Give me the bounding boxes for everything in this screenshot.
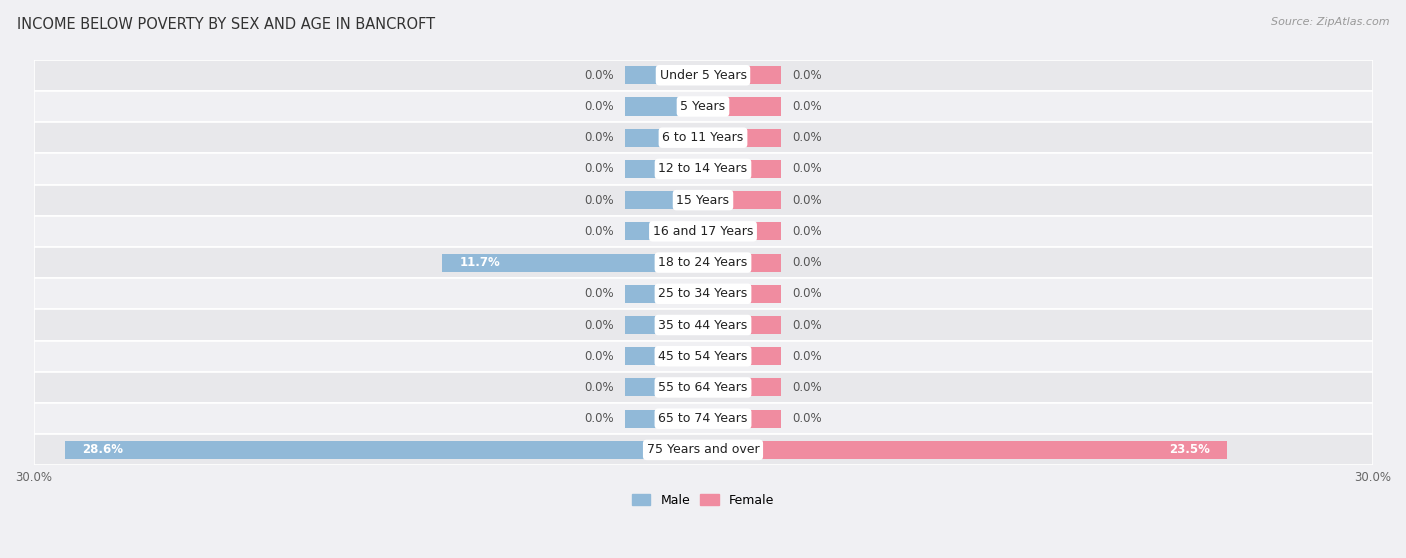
Text: 15 Years: 15 Years	[676, 194, 730, 206]
Bar	[34, 434, 1372, 465]
Text: 0.0%: 0.0%	[792, 225, 823, 238]
Text: 28.6%: 28.6%	[83, 444, 124, 456]
Text: 0.0%: 0.0%	[792, 194, 823, 206]
Text: Under 5 Years: Under 5 Years	[659, 69, 747, 82]
Bar	[34, 216, 1372, 247]
Text: 0.0%: 0.0%	[583, 131, 614, 144]
Text: 0.0%: 0.0%	[792, 69, 823, 82]
Text: Source: ZipAtlas.com: Source: ZipAtlas.com	[1271, 17, 1389, 27]
Bar	[34, 309, 1372, 340]
Text: 0.0%: 0.0%	[792, 412, 823, 425]
Text: 35 to 44 Years: 35 to 44 Years	[658, 319, 748, 331]
Bar	[703, 347, 782, 365]
Text: 0.0%: 0.0%	[792, 162, 823, 175]
Bar	[624, 378, 703, 397]
Bar	[624, 160, 703, 178]
Text: 0.0%: 0.0%	[583, 287, 614, 300]
Text: 65 to 74 Years: 65 to 74 Years	[658, 412, 748, 425]
Bar	[34, 185, 1372, 216]
Bar	[624, 410, 703, 428]
Bar	[703, 129, 782, 147]
Bar	[703, 66, 782, 84]
Bar	[624, 347, 703, 365]
Text: 0.0%: 0.0%	[792, 287, 823, 300]
Text: 0.0%: 0.0%	[792, 100, 823, 113]
Bar	[624, 66, 703, 84]
Text: 16 and 17 Years: 16 and 17 Years	[652, 225, 754, 238]
Bar	[703, 285, 782, 303]
Bar	[34, 247, 1372, 278]
Bar	[624, 222, 703, 240]
Bar	[703, 410, 782, 428]
Text: 0.0%: 0.0%	[583, 225, 614, 238]
Text: 0.0%: 0.0%	[583, 100, 614, 113]
Bar	[624, 285, 703, 303]
Bar	[34, 340, 1372, 372]
Bar	[703, 378, 782, 397]
Text: 0.0%: 0.0%	[583, 350, 614, 363]
Text: 0.0%: 0.0%	[792, 131, 823, 144]
Text: 0.0%: 0.0%	[792, 381, 823, 394]
Bar	[703, 98, 782, 116]
Text: 12 to 14 Years: 12 to 14 Years	[658, 162, 748, 175]
Bar	[34, 372, 1372, 403]
Text: 18 to 24 Years: 18 to 24 Years	[658, 256, 748, 269]
Bar	[703, 191, 782, 209]
Text: 0.0%: 0.0%	[583, 69, 614, 82]
Bar	[34, 91, 1372, 122]
Bar	[34, 60, 1372, 91]
Bar	[65, 441, 703, 459]
Text: 6 to 11 Years: 6 to 11 Years	[662, 131, 744, 144]
Bar	[34, 122, 1372, 153]
Text: 11.7%: 11.7%	[460, 256, 501, 269]
Bar	[703, 253, 782, 272]
Legend: Male, Female: Male, Female	[627, 489, 779, 512]
Bar	[703, 441, 1227, 459]
Text: 5 Years: 5 Years	[681, 100, 725, 113]
Text: 0.0%: 0.0%	[583, 194, 614, 206]
Text: 45 to 54 Years: 45 to 54 Years	[658, 350, 748, 363]
Text: 0.0%: 0.0%	[583, 412, 614, 425]
Text: 0.0%: 0.0%	[792, 319, 823, 331]
Text: 0.0%: 0.0%	[583, 319, 614, 331]
Text: 0.0%: 0.0%	[792, 350, 823, 363]
Text: INCOME BELOW POVERTY BY SEX AND AGE IN BANCROFT: INCOME BELOW POVERTY BY SEX AND AGE IN B…	[17, 17, 434, 32]
Text: 75 Years and over: 75 Years and over	[647, 444, 759, 456]
Bar	[703, 160, 782, 178]
Text: 0.0%: 0.0%	[792, 256, 823, 269]
Bar	[624, 316, 703, 334]
Text: 23.5%: 23.5%	[1168, 444, 1209, 456]
Text: 0.0%: 0.0%	[583, 162, 614, 175]
Text: 0.0%: 0.0%	[583, 381, 614, 394]
Bar	[34, 403, 1372, 434]
Bar	[703, 222, 782, 240]
Bar	[624, 98, 703, 116]
Bar	[624, 191, 703, 209]
Bar	[441, 253, 703, 272]
Text: 25 to 34 Years: 25 to 34 Years	[658, 287, 748, 300]
Text: 55 to 64 Years: 55 to 64 Years	[658, 381, 748, 394]
Bar	[703, 316, 782, 334]
Bar	[34, 278, 1372, 309]
Bar	[624, 129, 703, 147]
Bar	[34, 153, 1372, 185]
